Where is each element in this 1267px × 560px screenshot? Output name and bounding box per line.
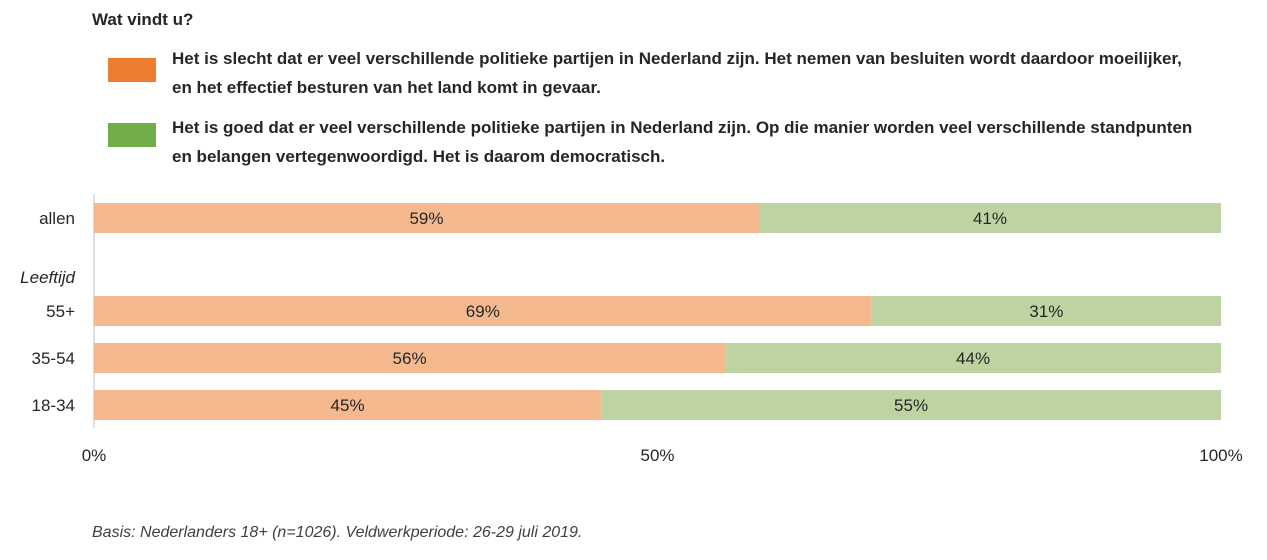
category-label-3: 18-34: [32, 396, 75, 415]
bar-value-label-1-3: 55%: [894, 396, 928, 415]
x-tick-label-2: 100%: [1199, 446, 1242, 465]
category-label-2: 35-54: [32, 349, 75, 368]
bar-segment-1-1: [871, 296, 1221, 326]
legend-text-goed: Het is goed dat er veel verschillende po…: [172, 118, 1193, 166]
chart-footnote: Basis: Nederlanders 18+ (n=1026). Veldwe…: [92, 524, 583, 541]
x-tick-label-1: 50%: [640, 446, 674, 465]
bar-value-label-0-3: 45%: [331, 396, 365, 415]
bar-segment-0-3: [94, 390, 602, 420]
legend-text-slecht: Het is slecht dat er veel verschillende …: [172, 49, 1182, 97]
bar-segment-0-1: [94, 296, 872, 326]
bar-value-label-1-1: 31%: [1029, 302, 1063, 321]
x-tick-label-0: 0%: [82, 446, 107, 465]
bar-value-label-0-0: 59%: [409, 209, 443, 228]
bar-segment-0-0: [94, 203, 759, 233]
legend-swatch-slecht: [108, 58, 156, 82]
bar-segment-1-3: [601, 390, 1221, 420]
bar-value-label-1-0: 41%: [973, 209, 1007, 228]
bar-value-label-1-2: 44%: [956, 349, 990, 368]
legend-swatch-goed: [108, 123, 156, 147]
category-label-0: allen: [39, 209, 75, 228]
chart-question: Wat vindt u?: [92, 10, 194, 29]
bar-segment-1-2: [725, 343, 1221, 373]
bar-value-label-0-2: 56%: [393, 349, 427, 368]
bar-value-label-0-1: 69%: [466, 302, 500, 321]
category-label-1: 55+: [46, 302, 75, 321]
group-label-leeftijd: Leeftijd: [20, 268, 75, 287]
bar-segment-0-2: [94, 343, 726, 373]
bar-segment-1-0: [758, 203, 1221, 233]
